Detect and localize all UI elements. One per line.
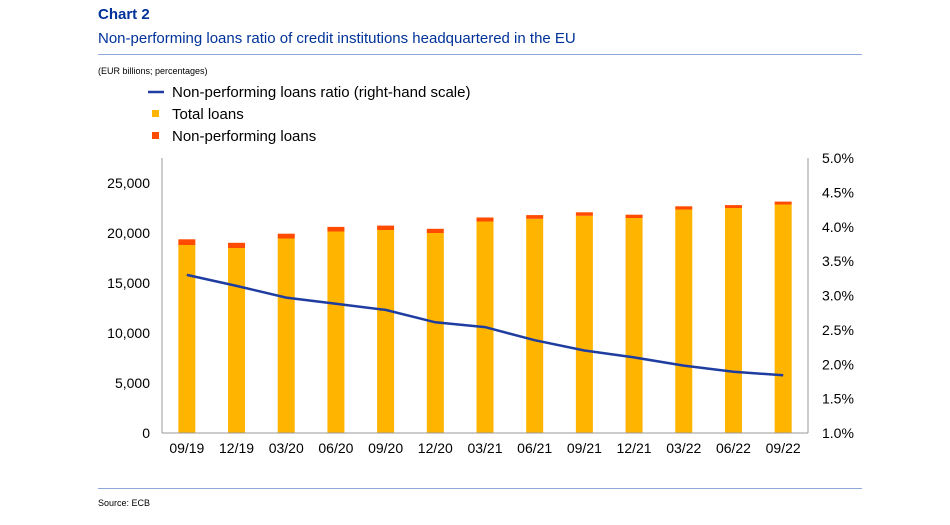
total-loans-bar — [724, 208, 742, 433]
right-tick-label: 3.0% — [822, 288, 854, 304]
legend-label-ratio: Non-performing loans ratio (right-hand s… — [172, 84, 470, 101]
legend-total-loans-swatch — [152, 110, 159, 117]
x-tick-label: 06/22 — [716, 440, 751, 456]
right-tick-label: 1.0% — [822, 425, 854, 441]
npl-bar-segment — [774, 201, 792, 205]
npl-bar-segment — [327, 226, 345, 232]
x-tick-label: 12/19 — [219, 440, 254, 456]
x-axis: 09/19 12/19 03/20 06/20 09/20 12/20 03/21 06/21… — [162, 432, 808, 456]
x-tick-label: 12/21 — [617, 440, 652, 456]
chart-number-label: Chart 2 — [98, 6, 150, 23]
left-tick-label: 10,000 — [107, 325, 150, 341]
legend-npl-swatch — [152, 132, 159, 139]
npl-bar-segment — [178, 239, 196, 245]
bars-group — [178, 201, 792, 433]
total-loans-bar — [625, 218, 643, 433]
npl-bar-segment — [228, 242, 246, 248]
right-tick-label: 2.0% — [822, 356, 854, 372]
x-tick-label: 12/20 — [418, 440, 453, 456]
x-tick-label: 09/19 — [169, 440, 204, 456]
left-axis: 0 5,000 10,000 15,000 20,000 25,000 — [107, 158, 163, 441]
chart-title: Non-performing loans ratio of credit ins… — [98, 30, 576, 47]
right-tick-label: 4.0% — [822, 219, 854, 235]
right-tick-label: 3.5% — [822, 253, 854, 269]
npl-bar-segment — [277, 233, 295, 239]
total-loans-bar — [277, 238, 295, 433]
left-tick-label: 5,000 — [115, 375, 150, 391]
npl-bar-segment — [625, 214, 643, 218]
legend-label-total-loans: Total loans — [172, 106, 244, 123]
left-tick-label: 20,000 — [107, 225, 150, 241]
right-tick-label: 4.5% — [822, 184, 854, 200]
total-loans-bar — [178, 245, 196, 433]
total-loans-bar — [526, 218, 544, 433]
x-tick-label: 09/20 — [368, 440, 403, 456]
npl-bar-segment — [675, 206, 693, 210]
footer-divider — [98, 488, 862, 489]
legend: Non-performing loans ratio (right-hand s… — [148, 84, 470, 145]
left-tick-label: 0 — [142, 425, 150, 441]
npl-bar-segment — [426, 228, 444, 233]
right-tick-label: 5.0% — [822, 150, 854, 166]
total-loans-bar — [228, 248, 246, 433]
left-tick-label: 25,000 — [107, 175, 150, 191]
header-divider — [98, 54, 862, 55]
right-tick-label: 1.5% — [822, 391, 854, 407]
npl-bar-segment — [575, 212, 593, 216]
x-tick-label: 09/22 — [766, 440, 801, 456]
units-note: (EUR billions; percentages) — [98, 66, 208, 76]
x-tick-label: 03/20 — [269, 440, 304, 456]
total-loans-bar — [426, 233, 444, 433]
right-tick-label: 2.5% — [822, 322, 854, 338]
right-axis: 1.0% 1.5% 2.0% 2.5% 3.0% 3.5% 4.0% 4.5% 5.0% — [807, 150, 854, 441]
ratio-line-group — [186, 273, 784, 377]
left-tick-label: 15,000 — [107, 275, 150, 291]
npl-bar-segment — [377, 225, 395, 230]
x-tick-label: 03/21 — [467, 440, 502, 456]
total-loans-bar — [575, 215, 593, 433]
npl-bar-segment — [476, 217, 494, 222]
total-loans-bar — [774, 204, 792, 433]
x-tick-label: 06/20 — [318, 440, 353, 456]
total-loans-bar — [377, 230, 395, 433]
x-tick-label: 06/21 — [517, 440, 552, 456]
x-tick-label: 03/22 — [666, 440, 701, 456]
total-loans-bar — [675, 209, 693, 433]
legend-label-npl: Non-performing loans — [172, 128, 316, 145]
npl-ratio-line — [186, 273, 784, 377]
total-loans-bar — [327, 231, 345, 433]
npl-bar-segment — [724, 205, 742, 208]
source-note: Source: ECB — [98, 498, 151, 508]
npl-bar-segment — [526, 215, 544, 219]
x-tick-label: 09/21 — [567, 440, 602, 456]
